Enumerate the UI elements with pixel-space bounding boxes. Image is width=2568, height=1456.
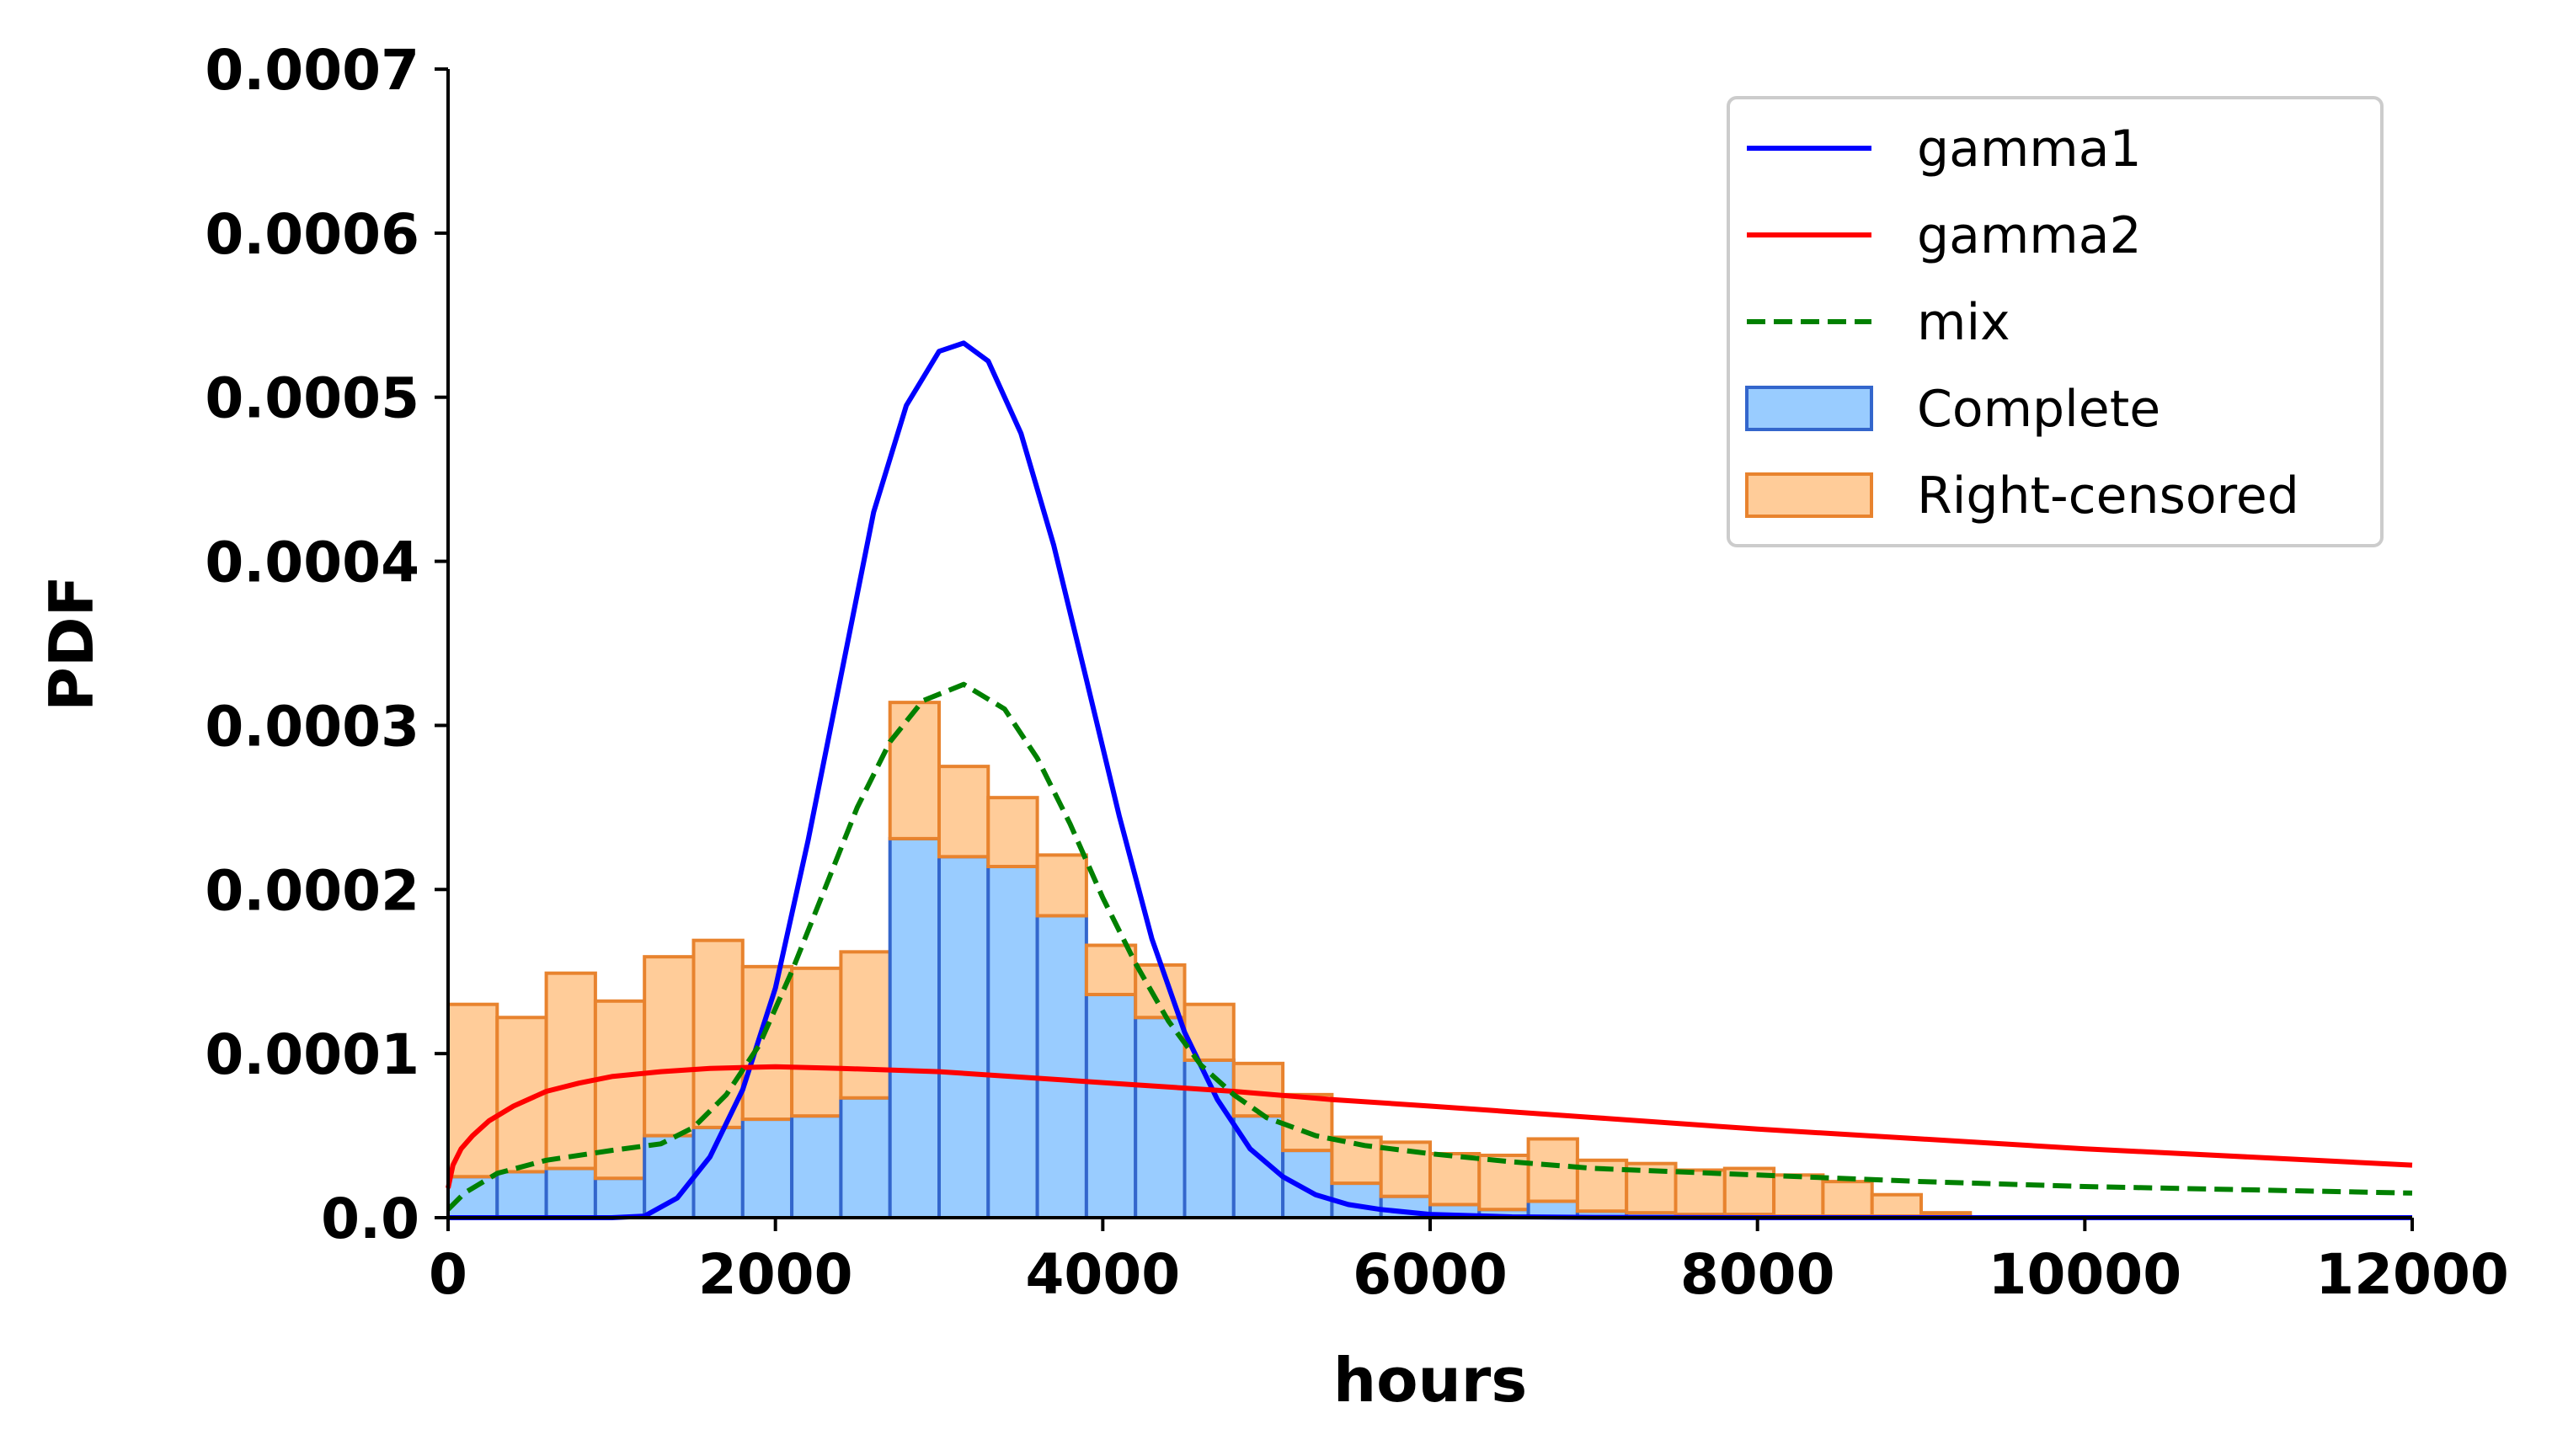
y-tick-label: 0.0: [321, 1187, 419, 1251]
curve-mix: [446, 681, 2413, 1212]
bar-right-censored-8: [839, 950, 892, 1100]
x-tick-label: 12000: [2315, 1242, 2509, 1307]
bar-complete-12: [1035, 914, 1088, 1220]
bar-complete-2: [544, 1166, 597, 1219]
x-tick-label: 10000: [1989, 1242, 2182, 1307]
bar-complete-1: [495, 1170, 548, 1219]
x-tick-label: 2000: [698, 1242, 853, 1307]
y-tick-label: 0.0004: [205, 531, 419, 595]
bar-right-censored-5: [691, 938, 745, 1129]
bar-right-censored-22: [1526, 1137, 1579, 1203]
bar-complete-13: [1084, 992, 1138, 1219]
bar-right-censored-0: [446, 1002, 499, 1179]
legend-swatch-right-censored: [1745, 472, 1873, 518]
legend-label: gamma2: [1917, 206, 2142, 265]
legend: gamma1 gamma2 mix Complete Right-censored: [1727, 96, 2384, 547]
bar-right-censored-11: [986, 796, 1039, 869]
y-tick-label: 0.0005: [205, 366, 419, 431]
bar-right-censored-28: [1821, 1180, 1874, 1219]
bar-right-censored-20: [1428, 1152, 1482, 1207]
bar-complete-6: [740, 1117, 794, 1219]
bar-right-censored-25: [1674, 1168, 1727, 1217]
bar-right-censored-12: [1035, 853, 1088, 918]
bar-right-censored-3: [593, 999, 647, 1181]
x-tick-label: 0: [429, 1242, 467, 1307]
y-tick-label: 0.0002: [205, 858, 419, 923]
curve-gamma2: [446, 1064, 2413, 1189]
bar-right-censored-29: [1870, 1192, 1923, 1219]
x-tick-label: 4000: [1025, 1242, 1180, 1307]
bar-complete-11: [986, 865, 1039, 1220]
bar-right-censored-10: [937, 765, 990, 859]
bar-complete-17: [1281, 1149, 1334, 1219]
y-tick-label: 0.0006: [205, 202, 419, 267]
curve-gamma1: [448, 340, 2412, 1220]
legend-frame: [1727, 96, 2384, 547]
bar-complete-7: [790, 1114, 843, 1220]
bar-complete-14: [1134, 1016, 1187, 1219]
x-tick-label: 8000: [1680, 1242, 1835, 1307]
bar-complete-10: [937, 855, 990, 1219]
bar-right-censored-2: [544, 971, 597, 1171]
y-axis-label: PDF: [36, 575, 107, 712]
bar-right-censored-7: [790, 966, 843, 1118]
legend-label: Right-censored: [1917, 467, 2299, 525]
bar-complete-9: [888, 836, 941, 1219]
bar-right-censored-21: [1477, 1153, 1530, 1212]
bar-right-censored-27: [1772, 1173, 1825, 1219]
x-axis-label: hours: [1333, 1345, 1527, 1416]
legend-label: gamma1: [1917, 120, 2142, 179]
histogram-bars: [446, 701, 1973, 1220]
x-tick-label: 6000: [1353, 1242, 1508, 1307]
bar-right-censored-9: [888, 701, 941, 840]
bar-right-censored-17: [1281, 1092, 1334, 1153]
y-tick-label: 0.0001: [205, 1022, 419, 1087]
legend-label: mix: [1917, 293, 2010, 352]
y-tick-label: 0.0003: [205, 694, 419, 759]
legend-label: Complete: [1917, 380, 2160, 439]
bar-complete-8: [839, 1096, 892, 1219]
y-ticks: 0.0 0.0001 0.0002 0.0003 0.0004 0.0005 0.0006 0…: [205, 38, 448, 1251]
density-curves: [446, 340, 2413, 1220]
bar-complete-3: [593, 1176, 647, 1219]
bar-complete-0: [446, 1175, 499, 1220]
x-ticks: 0 2000 4000 6000 8000 10000 12000: [429, 1218, 2509, 1307]
legend-swatch-complete: [1745, 386, 1873, 431]
bar-right-censored-4: [643, 955, 696, 1138]
y-tick-label: 0.0007: [205, 38, 419, 103]
